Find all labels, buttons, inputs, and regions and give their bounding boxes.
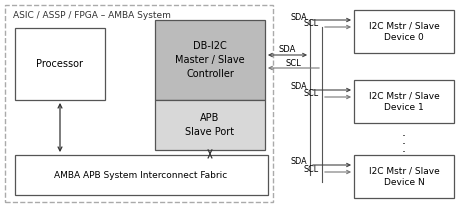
Bar bbox=[353, 10, 453, 53]
Bar bbox=[353, 80, 453, 123]
Text: Processor: Processor bbox=[36, 59, 84, 69]
Text: .: . bbox=[401, 126, 405, 140]
Text: .: . bbox=[401, 142, 405, 156]
Text: I2C Mstr / Slave
Device 0: I2C Mstr / Slave Device 0 bbox=[368, 21, 438, 42]
Text: ASIC / ASSP / FPGA – AMBA System: ASIC / ASSP / FPGA – AMBA System bbox=[13, 10, 170, 20]
Text: I2C Mstr / Slave
Device N: I2C Mstr / Slave Device N bbox=[368, 166, 438, 187]
Text: I2C Mstr / Slave
Device 1: I2C Mstr / Slave Device 1 bbox=[368, 91, 438, 112]
Bar bbox=[15, 28, 105, 100]
Bar bbox=[353, 155, 453, 198]
Text: SCL: SCL bbox=[303, 20, 318, 28]
Text: SCL: SCL bbox=[285, 58, 300, 68]
Text: .: . bbox=[401, 135, 405, 147]
Text: DB-I2C
Master / Slave
Controller: DB-I2C Master / Slave Controller bbox=[175, 41, 244, 79]
Text: SDA: SDA bbox=[278, 45, 295, 53]
Text: SDA: SDA bbox=[290, 12, 306, 21]
Bar bbox=[155, 100, 264, 150]
Bar bbox=[5, 5, 272, 202]
Text: APB
Slave Port: APB Slave Port bbox=[185, 113, 234, 137]
Bar bbox=[15, 155, 268, 195]
Text: AMBA APB System Interconnect Fabric: AMBA APB System Interconnect Fabric bbox=[54, 171, 227, 180]
Text: SDA: SDA bbox=[290, 157, 306, 166]
Text: SDA: SDA bbox=[290, 83, 306, 92]
Text: SCL: SCL bbox=[303, 89, 318, 99]
Bar bbox=[155, 20, 264, 100]
Text: SCL: SCL bbox=[303, 165, 318, 173]
